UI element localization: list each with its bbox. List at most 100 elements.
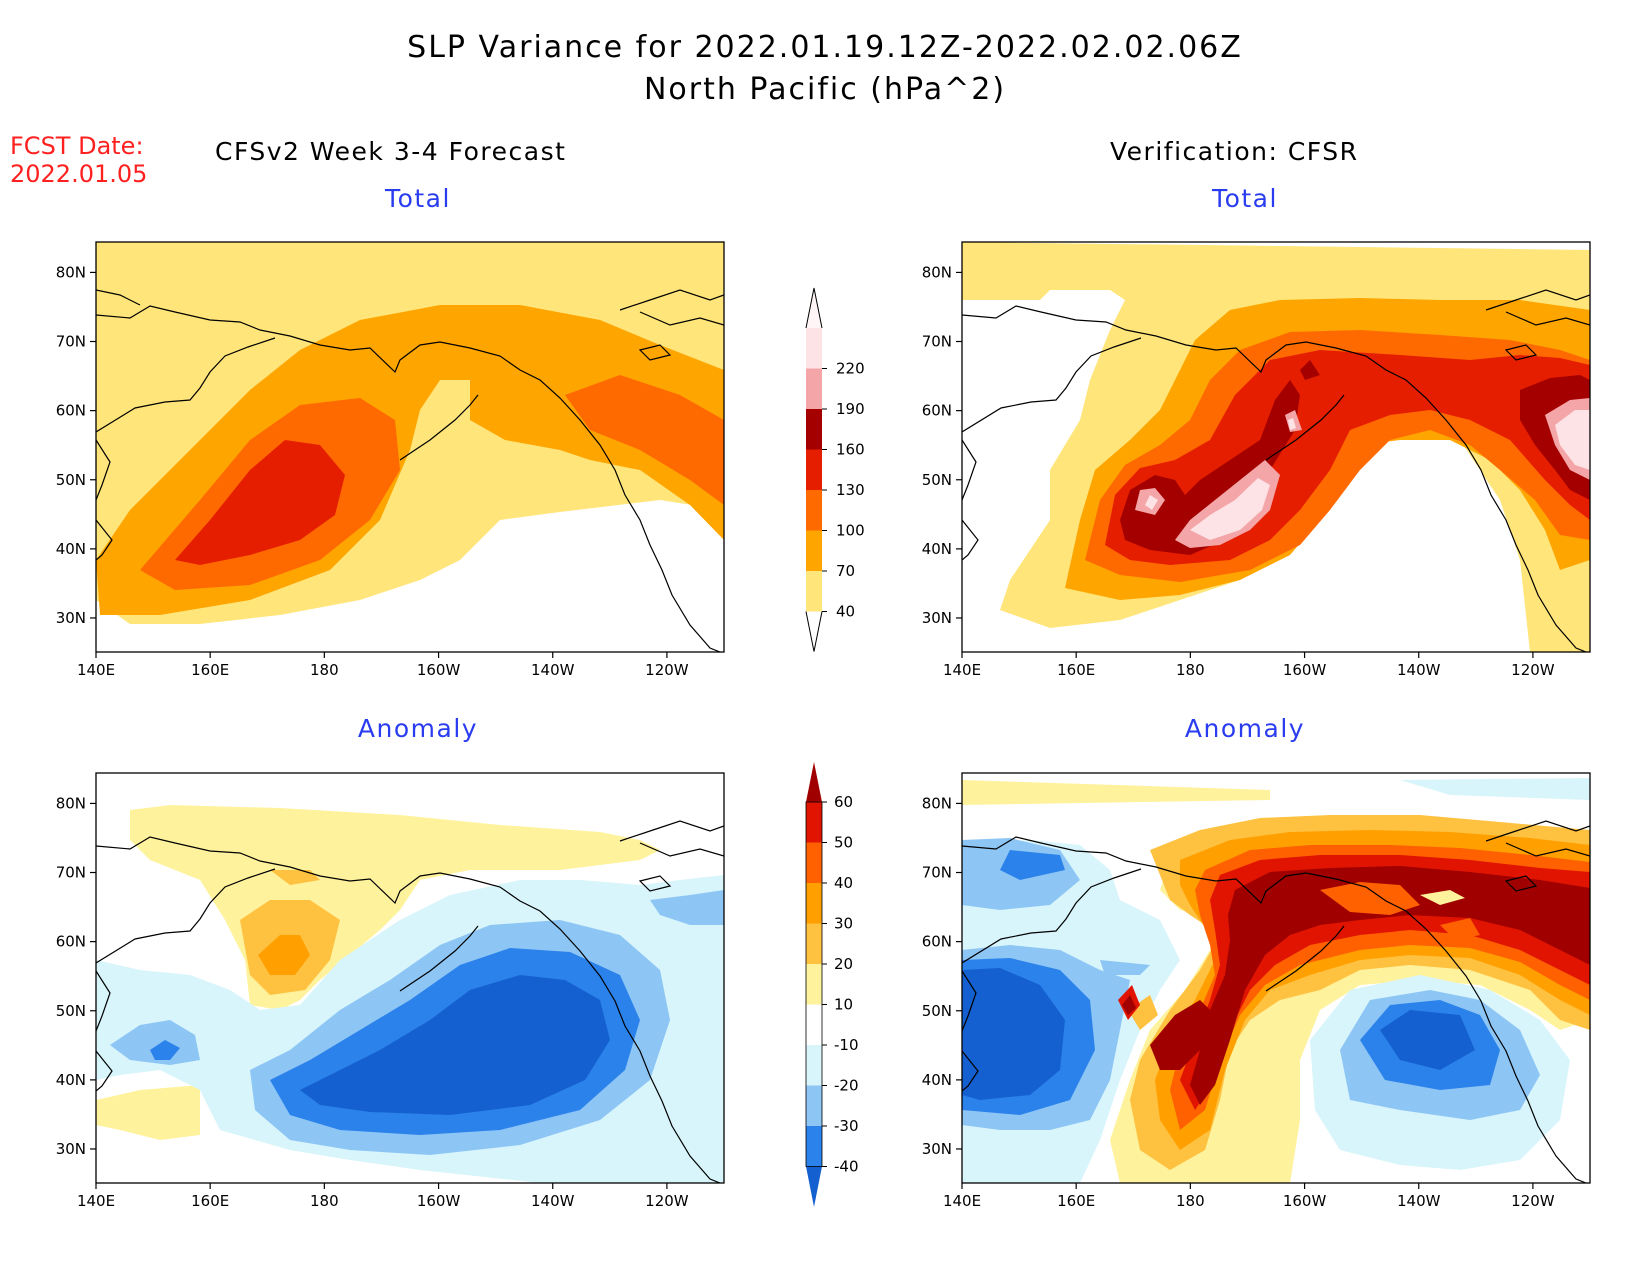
lat-tick-label: 80N: [922, 794, 952, 812]
lon-tick-label: 160E: [1057, 1192, 1095, 1210]
panel-title-forecast-total: Total: [385, 184, 451, 213]
figure-title-line2: North Pacific (hPa^2): [643, 72, 1007, 107]
lat-tick-label: 70N: [56, 864, 86, 882]
colorbar-total-swatch: [806, 530, 822, 571]
colorbar-total-min-tail: [805, 611, 823, 652]
colorbar-anomaly-label: -10: [834, 1036, 859, 1054]
colorbar-anomaly-label: -20: [834, 1077, 859, 1095]
lon-tick-label: 160W: [1283, 1192, 1327, 1210]
lat-tick-label: 50N: [922, 1002, 952, 1020]
colorbar-total-max-tip: [805, 287, 823, 329]
lat-tick-label: 40N: [56, 1071, 86, 1089]
lon-tick-label: 160W: [1283, 661, 1327, 679]
colorbar-anomaly-label: 60: [834, 793, 853, 811]
lon-tick-label: 140W: [531, 1192, 575, 1210]
lon-tick-label: 180: [310, 1192, 339, 1210]
map-verification-anomaly: [961, 772, 1591, 1184]
lon-tick-label: 120W: [1511, 661, 1555, 679]
colorbar-total-label: 70: [836, 562, 855, 580]
map-forecast-anomaly: [95, 772, 725, 1184]
lat-tick-label: 50N: [56, 1002, 86, 1020]
colorbar-total-label: 40: [836, 603, 855, 621]
contour-220: [1145, 410, 1590, 540]
lon-tick-label: 140E: [943, 661, 981, 679]
lon-tick-label: 180: [1176, 1192, 1205, 1210]
lon-tick-label: 140E: [77, 1192, 115, 1210]
coastlines: [96, 289, 724, 652]
colorbar-anomaly-swatch: [806, 802, 822, 843]
panel-title-verification-anomaly: Anomaly: [1184, 714, 1306, 743]
fcst-date-label: FCST Date:: [10, 132, 144, 160]
lon-tick-label: 180: [1176, 661, 1205, 679]
colorbars: 40 70 100 130 160 190 220 -40 -30 -20 -10 10 20 30 40 5…: [805, 287, 865, 1207]
lat-tick-label: 30N: [922, 609, 952, 627]
colorbar-total-label: 160: [836, 441, 865, 459]
contour-neg40: [300, 975, 610, 1115]
colorbar-anomaly-max-arrow: [806, 762, 822, 802]
lon-tick-label: 140E: [77, 661, 115, 679]
colorbar-anomaly-label: 20: [834, 955, 853, 973]
figure-title-line1: SLP Variance for 2022.01.19.12Z-2022.02.…: [407, 30, 1243, 65]
colorbar-anomaly-swatch: [806, 883, 822, 924]
lat-tick-label: 70N: [56, 333, 86, 351]
contour-neg40: [962, 968, 1475, 1100]
coastlines: [962, 820, 1590, 1183]
colorbar-anomaly-swatch: [806, 964, 822, 1005]
lat-tick-label: 70N: [922, 333, 952, 351]
lon-tick-label: 140W: [1397, 1192, 1441, 1210]
colorbar-anomaly-label: -40: [834, 1158, 859, 1176]
contour-neg30: [962, 850, 1500, 1115]
fcst-date-value: 2022.01.05: [10, 160, 148, 188]
colorbar-total-swatch: [806, 449, 822, 490]
colorbar-anomaly-swatch: [806, 1126, 822, 1167]
colorbar-total-swatch: [806, 571, 822, 612]
lon-tick-label: 120W: [645, 1192, 689, 1210]
lon-tick-label: 140W: [531, 661, 575, 679]
coastlines: [96, 820, 724, 1183]
colorbar-total-swatch: [806, 490, 822, 531]
panel-title-forecast-anomaly: Anomaly: [357, 714, 479, 743]
colorbar-anomaly-frame: [805, 801, 823, 1167]
colorbar-anomaly-swatch: [806, 1085, 822, 1126]
lat-tick-label: 70N: [922, 864, 952, 882]
lon-tick-label: 160E: [191, 661, 229, 679]
lat-tick-label: 30N: [56, 1140, 86, 1158]
lat-tick-label: 30N: [922, 1140, 952, 1158]
lon-tick-label: 180: [310, 661, 339, 679]
contour-130: [175, 440, 345, 565]
lat-tick-label: 80N: [56, 263, 86, 281]
contour-50-inner: [1320, 882, 1480, 940]
lat-tick-label: 50N: [922, 471, 952, 489]
lat-tick-label: 60N: [56, 402, 86, 420]
colorbar-anomaly-min-arrow: [806, 1166, 822, 1207]
colorbar-anomaly-swatch: [806, 842, 822, 883]
contour-20-inner: [1420, 890, 1465, 905]
forecast-subtitle: CFSv2 Week 3-4 Forecast: [215, 137, 567, 166]
lat-tick-label: 50N: [56, 471, 86, 489]
lat-tick-label: 80N: [56, 794, 86, 812]
colorbar-total-swatch: [806, 409, 822, 450]
coastlines: [962, 289, 1590, 652]
lat-tick-label: 40N: [922, 540, 952, 558]
colorbar-anomaly-swatch: [806, 1045, 822, 1086]
contour-10: [96, 805, 660, 1140]
lon-tick-label: 140W: [1397, 661, 1441, 679]
lon-tick-label: 140E: [943, 1192, 981, 1210]
lat-tick-label: 60N: [922, 402, 952, 420]
lat-tick-label: 30N: [56, 609, 86, 627]
lat-tick-label: 80N: [922, 263, 952, 281]
contour-30: [258, 935, 310, 975]
colorbar-anomaly-label: -30: [834, 1117, 859, 1135]
map-verification-total: [961, 241, 1591, 653]
lat-tick-label: 40N: [56, 540, 86, 558]
lon-tick-label: 120W: [1511, 1192, 1555, 1210]
map-forecast-total: [95, 241, 725, 653]
colorbar-total-swatch: [806, 328, 822, 369]
colorbar-anomaly-label: 10: [834, 996, 853, 1014]
colorbar-anomaly-swatch: [806, 923, 822, 964]
colorbar-total-label: 130: [836, 481, 865, 499]
lat-tick-label: 40N: [922, 1071, 952, 1089]
colorbar-total-label: 100: [836, 522, 865, 540]
lon-tick-label: 160W: [417, 1192, 461, 1210]
